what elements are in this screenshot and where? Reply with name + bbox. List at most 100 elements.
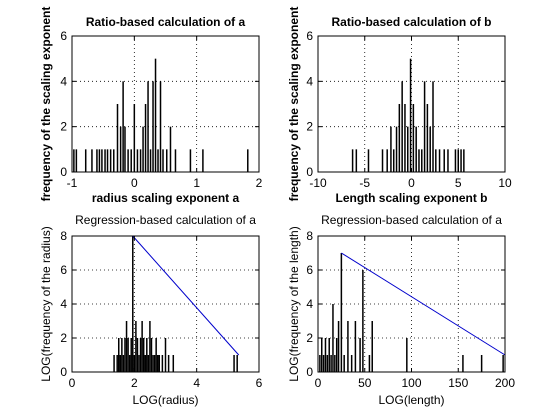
histogram-bar [320, 338, 323, 372]
histogram-bar [150, 338, 153, 372]
histogram-bar [435, 149, 437, 172]
histogram-bar [156, 355, 159, 372]
histogram-bar [139, 338, 142, 372]
histogram-bar [462, 355, 464, 372]
x-tick-label: 150 [448, 376, 468, 390]
x-tick-label: 2 [256, 176, 263, 190]
histogram-bar [386, 149, 388, 172]
histogram-bar [319, 355, 321, 372]
panel-regression-length-grid [318, 236, 505, 372]
histogram-bar [401, 81, 403, 172]
histogram-bar [152, 355, 154, 372]
histogram-bar [381, 149, 384, 172]
panel-ratio-a-title: Ratio-based calculation of a [86, 15, 246, 29]
histogram-bar [347, 321, 349, 372]
histogram-bar [144, 104, 147, 172]
y-tick-label: 6 [60, 263, 67, 277]
panel-ratio-b: -10 -5 0 5 10 0 2 4 6 Ratio-based calculation of… [287, 7, 512, 205]
histogram-bar [406, 338, 408, 372]
histogram-bar [124, 126, 126, 172]
y-tick-label: 8 [306, 229, 313, 243]
histogram-bar [130, 149, 132, 172]
histogram-bar [104, 149, 106, 172]
histogram-bar [202, 149, 204, 172]
histogram-bar [172, 355, 175, 372]
histogram-bar [133, 104, 136, 172]
panel-regression-radius-xlabel: LOG(radius) [132, 393, 198, 407]
histogram-bar [136, 149, 139, 172]
histogram-bar [426, 104, 429, 172]
histogram-bar [130, 338, 132, 372]
histogram-bar [147, 81, 149, 172]
x-tick-label: -5 [359, 176, 370, 190]
histogram-bar [122, 355, 125, 372]
histogram-bar [418, 149, 420, 172]
histogram-bar [109, 149, 112, 172]
panel-ratio-b-ticks: -10 -5 0 5 10 0 2 4 6 [306, 29, 512, 190]
panel-regression-radius-bars [113, 236, 238, 372]
panel-ratio-a-xlabel: radius scaling exponent a [92, 191, 240, 205]
histogram-bar [122, 81, 124, 172]
y-tick-label: 2 [306, 331, 313, 345]
histogram-bar [457, 149, 459, 172]
histogram-bar [247, 149, 249, 172]
histogram-bar [362, 270, 364, 372]
histogram-bar [392, 149, 395, 172]
x-tick-label: -1 [67, 176, 78, 190]
y-tick-label: 2 [60, 120, 67, 134]
regression-line [132, 235, 240, 356]
panel-regression-length-bars [319, 253, 504, 372]
histogram-bar [116, 104, 119, 172]
histogram-bar [91, 149, 93, 172]
panel-ratio-b-bars [351, 58, 465, 172]
x-tick-label: 200 [495, 376, 515, 390]
histogram-bar [142, 126, 144, 172]
histogram-bar [429, 126, 431, 172]
histogram-bar [390, 126, 392, 172]
histogram-bar [367, 149, 370, 172]
histogram-bar [155, 338, 157, 372]
histogram-bar [119, 355, 122, 372]
panel-regression-length-title: Regression-based calculation of a [321, 213, 502, 227]
histogram-bar [404, 104, 406, 172]
histogram-bar [460, 149, 462, 172]
histogram-bar [124, 338, 126, 372]
histogram-bar [355, 149, 358, 172]
y-tick-label: 4 [306, 74, 313, 88]
panel-ratio-b-ylabel: frequency of the scaling exponent [287, 7, 301, 202]
histogram-bar [330, 355, 332, 372]
panel-regression-length-ticks: 0 50 100 150 200 0 2 4 6 8 [306, 229, 515, 390]
histogram-bar [96, 149, 98, 172]
histogram-bar [141, 321, 143, 372]
y-tick-label: 0 [306, 165, 313, 179]
histogram-bar [101, 149, 103, 172]
histogram-bar [174, 149, 177, 172]
x-tick-label: 50 [358, 376, 372, 390]
x-tick-label: 0 [408, 176, 415, 190]
histogram-bar [128, 355, 131, 372]
histogram-bar [335, 338, 338, 372]
histogram-bar [398, 104, 401, 172]
x-tick-label: 100 [401, 376, 421, 390]
panel-ratio-b-xlabel: Length scaling exponent b [335, 191, 487, 205]
panel-ratio-b-grid [318, 36, 505, 172]
histogram-bar [354, 321, 357, 372]
panel-ratio-a-ylabel: frequency of the scaling exponent [39, 7, 53, 202]
histogram-bar [359, 338, 361, 372]
histogram-bar [324, 338, 327, 372]
histogram-bar [350, 355, 353, 372]
panel-regression-length-xlabel: LOG(length) [378, 393, 444, 407]
panel-regression-length-lines [341, 252, 506, 356]
histogram-bar [236, 355, 238, 372]
panel-regression-length-ylabel: LOG(frequency of the length) [287, 226, 301, 381]
histogram-bar [153, 355, 156, 372]
histogram-bar [73, 149, 75, 172]
histogram-bar [371, 321, 373, 372]
y-tick-label: 6 [306, 263, 313, 277]
y-tick-label: 4 [60, 74, 67, 88]
histogram-bar [407, 126, 409, 172]
histogram-bar [395, 126, 398, 172]
histogram-bar [412, 104, 415, 172]
histogram-bar [169, 126, 172, 172]
